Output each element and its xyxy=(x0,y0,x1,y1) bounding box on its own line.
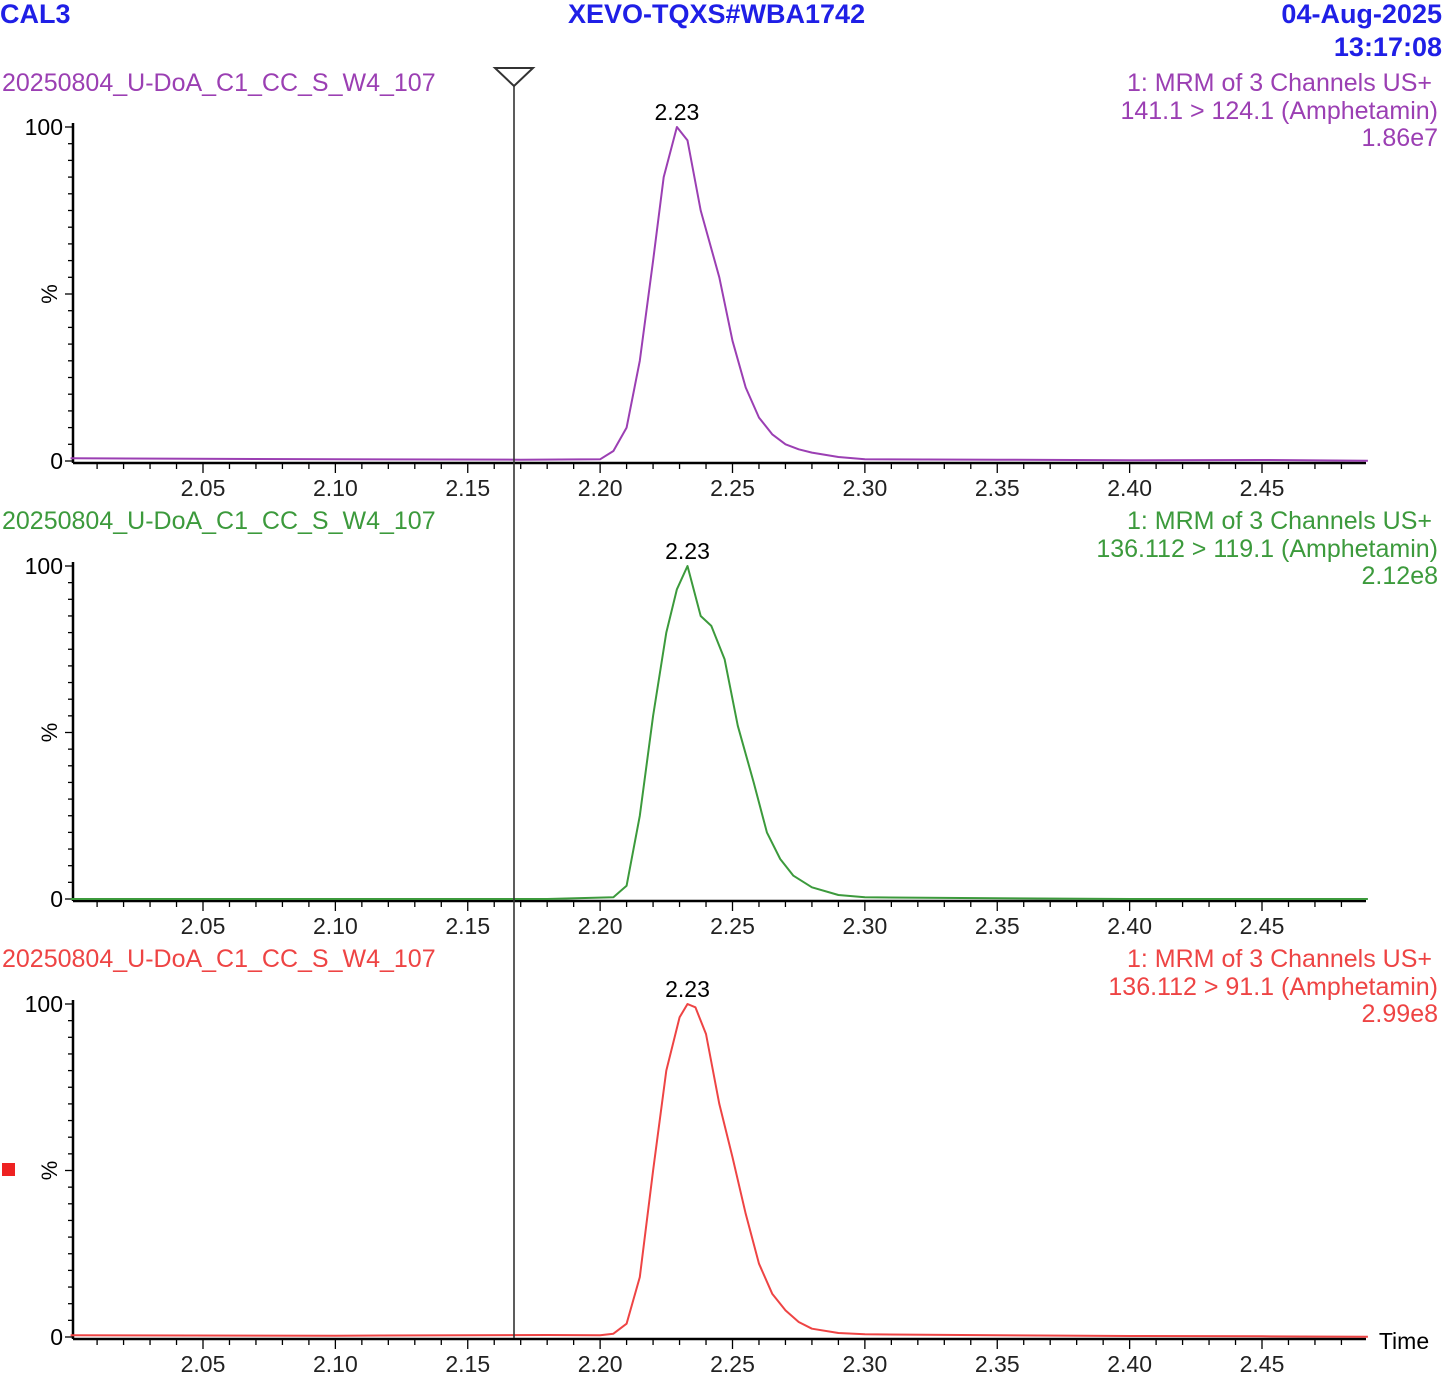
y-axis-label: % xyxy=(37,284,62,304)
x-tick-label: 2.05 xyxy=(181,913,226,939)
peak-label: 2.23 xyxy=(665,976,710,1002)
x-tick-label: 2.15 xyxy=(445,913,490,939)
x-tick-label: 2.25 xyxy=(710,475,755,501)
x-tick-label: 2.25 xyxy=(710,913,755,939)
peak-label: 2.23 xyxy=(665,538,710,564)
x-tick-label: 2.45 xyxy=(1240,1351,1285,1377)
x-tick-label: 2.20 xyxy=(578,1351,623,1377)
chromatogram-trace xyxy=(70,565,1368,900)
y-tick-label: 0 xyxy=(50,448,63,474)
transition-label: 136.112 > 119.1 (Amphetamin) xyxy=(1096,535,1438,563)
x-tick-label: 2.10 xyxy=(313,913,358,939)
chromatogram-trace xyxy=(70,126,1368,462)
x-tick-label: 2.10 xyxy=(313,1351,358,1377)
acquisition-date: 04-Aug-2025 xyxy=(1281,0,1442,29)
x-tick-label: 2.35 xyxy=(975,1351,1020,1377)
time-cursor-marker xyxy=(492,67,536,88)
transition-label: 141.1 > 124.1 (Amphetamin) xyxy=(1120,97,1438,125)
transition-label: 136.112 > 91.1 (Amphetamin) xyxy=(1108,973,1438,1001)
y-axis-label: % xyxy=(37,723,62,743)
sample-name: 20250804_U-DoA_C1_CC_S_W4_107 xyxy=(2,945,436,973)
x-axis-label: Time xyxy=(1379,1328,1429,1354)
sample-name: 20250804_U-DoA_C1_CC_S_W4_107 xyxy=(2,69,436,97)
function-label: 1: MRM of 3 Channels US+ xyxy=(1127,69,1432,97)
y-tick-label: 0 xyxy=(50,886,63,912)
chromatogram-panel-2: 20250804_U-DoA_C1_CC_S_W4_107 1: MRM of 3… xyxy=(2,507,1438,939)
x-tick-label: 2.30 xyxy=(842,475,887,501)
chromatogram-panel-1: 20250804_U-DoA_C1_CC_S_W4_107 1: MRM of 3… xyxy=(2,69,1438,501)
x-tick-label: 2.35 xyxy=(975,475,1020,501)
sample-name: 20250804_U-DoA_C1_CC_S_W4_107 xyxy=(2,507,436,535)
function-label: 1: MRM of 3 Channels US+ xyxy=(1127,945,1432,973)
y-tick-label: 100 xyxy=(25,553,63,579)
x-tick-label: 2.40 xyxy=(1107,475,1152,501)
max-intensity-label: 2.99e8 xyxy=(1362,1000,1438,1028)
chromatogram-trace xyxy=(70,1003,1368,1338)
y-axis-label: % xyxy=(37,1161,62,1181)
max-intensity-label: 2.12e8 xyxy=(1362,562,1438,590)
x-tick-label: 2.30 xyxy=(842,913,887,939)
instrument-label: XEVO-TQXS#WBA1742 xyxy=(568,0,866,29)
x-tick-label: 2.45 xyxy=(1240,913,1285,939)
x-tick-label: 2.20 xyxy=(578,913,623,939)
y-tick-label: 0 xyxy=(50,1324,63,1350)
x-tick-label: 2.45 xyxy=(1240,475,1285,501)
x-tick-label: 2.40 xyxy=(1107,913,1152,939)
x-tick-label: 2.30 xyxy=(842,1351,887,1377)
peak-label: 2.23 xyxy=(655,99,700,125)
chromatogram-panel-3: 20250804_U-DoA_C1_CC_S_W4_107 1: MRM of 3… xyxy=(2,945,1438,1377)
x-tick-label: 2.15 xyxy=(445,475,490,501)
x-tick-label: 2.15 xyxy=(445,1351,490,1377)
x-tick-label: 2.20 xyxy=(578,475,623,501)
y-tick-label: 100 xyxy=(25,114,63,140)
y-tick-label: 100 xyxy=(25,991,63,1017)
x-tick-label: 2.05 xyxy=(181,475,226,501)
x-tick-label: 2.10 xyxy=(313,475,358,501)
max-intensity-label: 1.86e7 xyxy=(1362,124,1438,152)
x-tick-label: 2.35 xyxy=(975,913,1020,939)
x-tick-label: 2.05 xyxy=(181,1351,226,1377)
selected-trace-marker xyxy=(2,1163,15,1176)
function-label: 1: MRM of 3 Channels US+ xyxy=(1127,507,1432,535)
x-tick-label: 2.25 xyxy=(710,1351,755,1377)
acquisition-time: 13:17:08 xyxy=(1333,32,1442,62)
sample-label: CAL3 xyxy=(0,0,71,29)
x-tick-label: 2.40 xyxy=(1107,1351,1152,1377)
